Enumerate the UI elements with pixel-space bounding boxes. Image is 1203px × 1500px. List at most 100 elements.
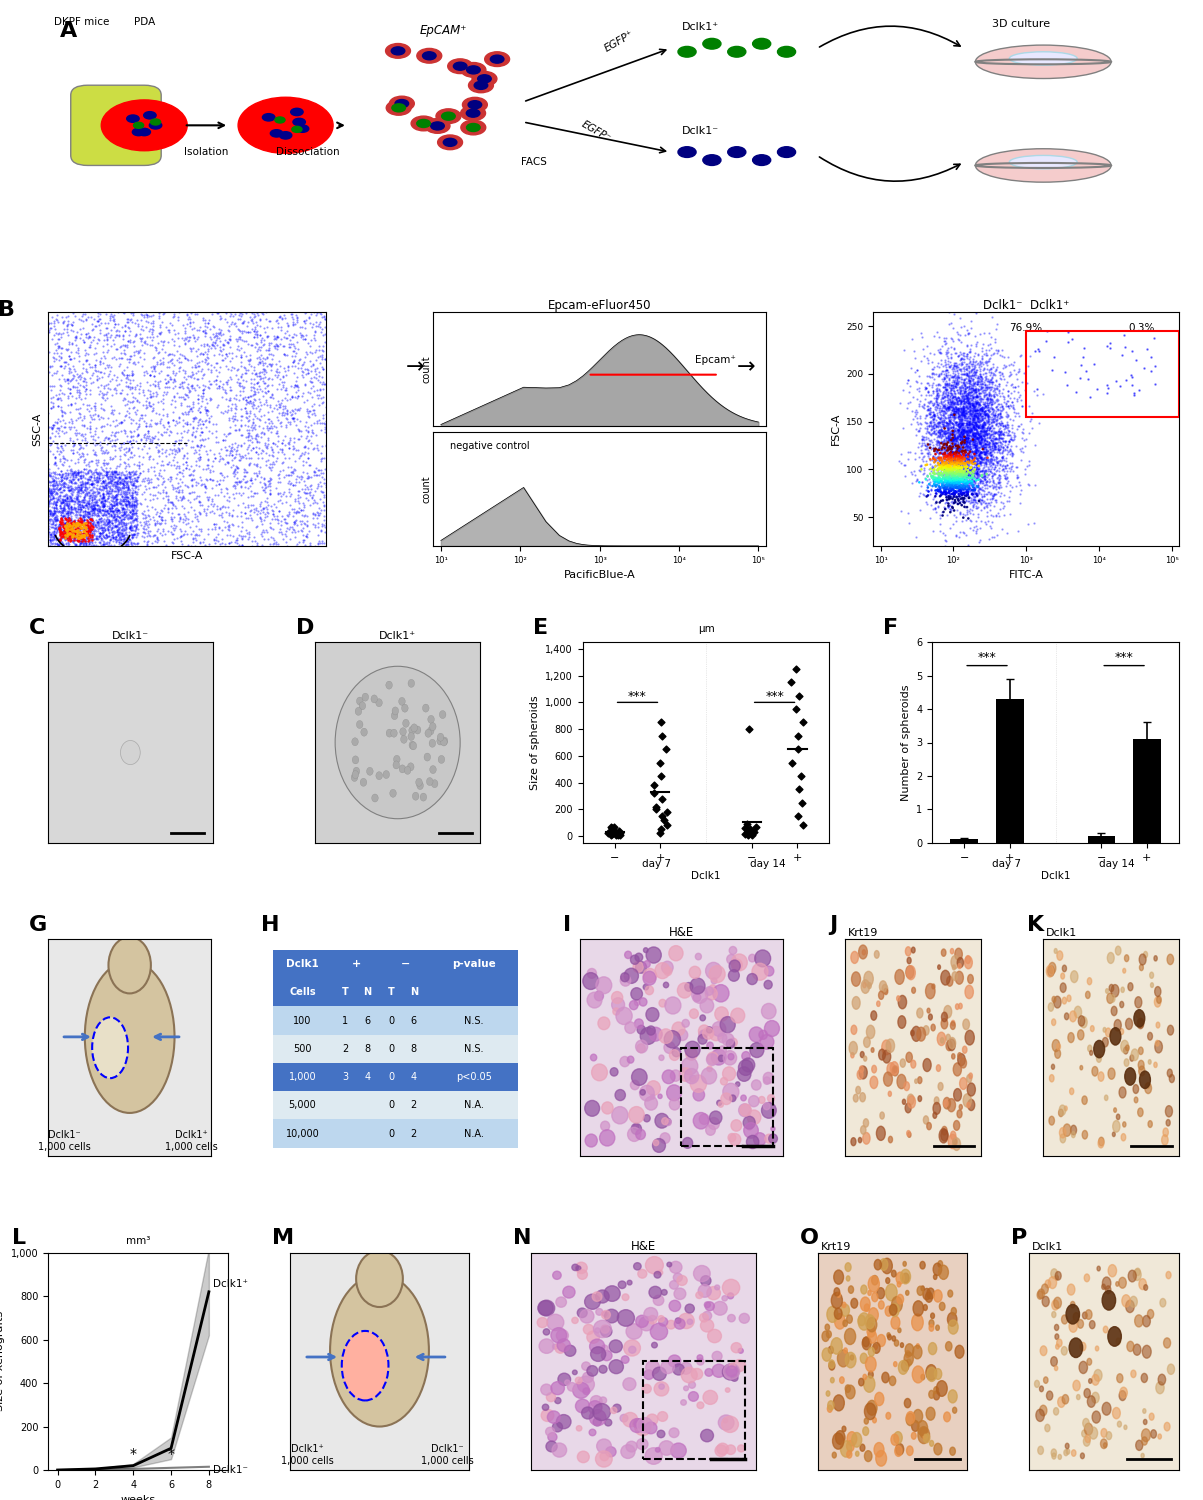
Circle shape [1165,1422,1171,1431]
Point [960,417,979,441]
Point [941,426,960,450]
Point [108,513,128,537]
Point [980,494,1000,517]
Circle shape [1120,1388,1127,1398]
Point [191,315,211,339]
Point [979,384,998,408]
Point [200,419,219,442]
Point [113,512,132,536]
Point [76,483,95,507]
Point [974,392,994,416]
Point [952,472,971,496]
Point [189,447,208,471]
Point [983,400,1002,424]
Point [961,427,980,451]
Point [928,426,947,450]
Point [996,429,1015,453]
Point [966,432,985,456]
Point [977,472,996,496]
Point [966,435,985,459]
Point [69,489,88,513]
Point [292,384,312,408]
Point [274,374,294,398]
Point [174,486,194,510]
Point [930,456,949,480]
Point [925,447,944,471]
Point [930,398,949,422]
Point [109,500,129,523]
Circle shape [698,1284,711,1298]
Point [966,358,985,382]
Point [85,398,105,422]
Point [149,440,168,464]
Circle shape [893,1066,899,1076]
Point [51,378,70,402]
Point [940,372,959,396]
Point [965,454,984,478]
Point [99,452,118,476]
Point [250,492,269,516]
Point [101,464,120,488]
Point [955,424,974,448]
Point [99,486,118,510]
Circle shape [595,1308,603,1316]
Ellipse shape [1009,53,1077,64]
Point [219,495,238,519]
Point [942,442,961,466]
Point [59,510,78,534]
Circle shape [636,1044,645,1053]
Point [190,484,209,508]
Point [88,513,107,537]
Point [958,416,977,440]
Point [241,342,260,366]
Point [932,430,952,454]
Point [236,400,255,424]
Point [985,432,1005,456]
Point [101,482,120,506]
Point [968,423,988,447]
Point [112,381,131,405]
Point [942,387,961,411]
Point [976,441,995,465]
Point [271,518,290,542]
Point [101,492,120,516]
Point [926,490,946,514]
Point [982,429,1001,453]
Point [913,483,932,507]
Point [960,413,979,436]
Point [920,436,940,460]
Point [65,462,84,486]
Point [960,388,979,412]
Point [988,471,1007,495]
Point [782,750,801,774]
Point [88,504,107,528]
Point [961,470,980,494]
Text: 4: 4 [410,1072,416,1082]
Point [930,393,949,417]
Point [949,453,968,477]
Point [958,422,977,446]
Point [124,351,143,375]
Point [73,486,93,510]
Point [109,465,129,489]
Point [60,357,79,381]
Point [925,419,944,442]
Point [113,472,132,496]
Circle shape [612,1107,628,1124]
Point [1015,458,1035,482]
Point [932,452,952,476]
Point [964,478,983,502]
Point [972,444,991,468]
Point [974,402,994,426]
Point [960,370,979,394]
Point [67,525,87,549]
Point [125,501,144,525]
Point [72,422,91,446]
Point [1114,322,1133,346]
Point [47,470,66,494]
Point [979,459,998,483]
Point [60,492,79,516]
Point [308,378,327,402]
Text: N: N [514,1228,532,1248]
Point [948,462,967,486]
